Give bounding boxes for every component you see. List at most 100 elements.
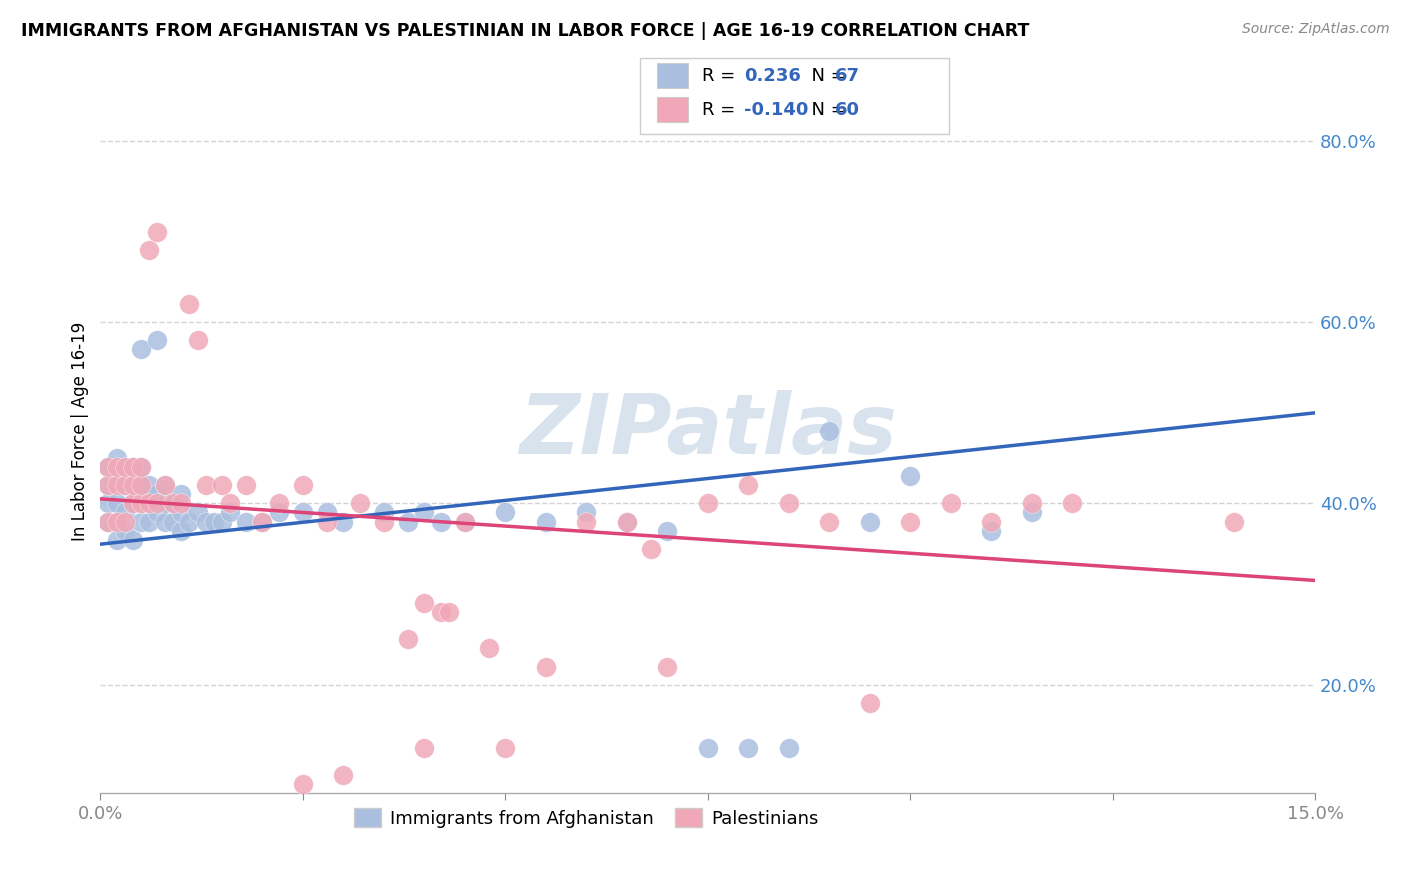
Point: [153, 478, 176, 492]
Point: [105, 515, 128, 529]
Text: 60: 60: [835, 101, 860, 119]
Point: [349, 496, 371, 510]
Point: [129, 460, 152, 475]
Point: [170, 487, 193, 501]
Point: [640, 541, 662, 556]
Point: [267, 496, 290, 510]
Point: [194, 478, 217, 492]
Point: [146, 487, 169, 501]
Point: [859, 696, 882, 710]
Point: [186, 334, 208, 348]
Text: R =: R =: [702, 67, 741, 85]
Point: [429, 515, 451, 529]
Point: [170, 506, 193, 520]
Point: [179, 297, 201, 311]
Point: [696, 496, 718, 510]
Point: [1021, 496, 1043, 510]
Point: [291, 478, 314, 492]
Point: [114, 460, 136, 475]
Point: [129, 478, 152, 492]
Text: N =: N =: [800, 67, 852, 85]
Point: [737, 478, 759, 492]
Text: Source: ZipAtlas.com: Source: ZipAtlas.com: [1241, 22, 1389, 37]
Point: [454, 515, 477, 529]
Point: [129, 515, 152, 529]
Point: [211, 478, 233, 492]
Point: [396, 515, 419, 529]
Point: [162, 496, 184, 510]
Point: [114, 478, 136, 492]
Point: [316, 506, 339, 520]
Point: [179, 515, 201, 529]
Point: [170, 524, 193, 538]
Point: [194, 515, 217, 529]
Point: [97, 478, 120, 492]
Point: [170, 496, 193, 510]
Point: [105, 451, 128, 466]
Point: [373, 515, 395, 529]
Point: [413, 506, 436, 520]
Point: [121, 533, 143, 547]
Point: [267, 506, 290, 520]
Point: [97, 460, 120, 475]
Point: [121, 478, 143, 492]
Point: [898, 515, 921, 529]
Point: [534, 515, 557, 529]
Point: [291, 506, 314, 520]
Point: [252, 515, 274, 529]
Point: [219, 506, 242, 520]
Point: [114, 515, 136, 529]
Point: [1223, 515, 1246, 529]
Point: [980, 515, 1002, 529]
Point: [129, 343, 152, 357]
Text: N =: N =: [800, 101, 852, 119]
Point: [818, 424, 841, 438]
Text: -0.140: -0.140: [744, 101, 808, 119]
Point: [114, 478, 136, 492]
Point: [478, 641, 501, 656]
Point: [980, 524, 1002, 538]
Point: [138, 496, 160, 510]
Point: [114, 460, 136, 475]
Point: [97, 515, 120, 529]
Point: [105, 496, 128, 510]
Point: [138, 496, 160, 510]
Point: [939, 496, 962, 510]
Point: [413, 741, 436, 756]
Point: [235, 515, 257, 529]
Text: ZIPatlas: ZIPatlas: [519, 391, 897, 472]
Point: [138, 478, 160, 492]
Point: [121, 496, 143, 510]
Point: [138, 243, 160, 257]
Point: [778, 496, 800, 510]
Point: [146, 496, 169, 510]
Point: [494, 741, 516, 756]
Point: [97, 478, 120, 492]
Point: [202, 515, 225, 529]
Point: [494, 506, 516, 520]
Point: [121, 478, 143, 492]
Point: [146, 334, 169, 348]
Point: [97, 515, 120, 529]
Point: [219, 496, 242, 510]
Point: [252, 515, 274, 529]
Point: [138, 515, 160, 529]
Point: [291, 777, 314, 791]
Point: [373, 506, 395, 520]
Point: [153, 478, 176, 492]
Point: [437, 605, 460, 619]
Point: [105, 460, 128, 475]
Y-axis label: In Labor Force | Age 16-19: In Labor Force | Age 16-19: [72, 321, 89, 541]
Point: [121, 460, 143, 475]
Point: [129, 496, 152, 510]
Point: [454, 515, 477, 529]
Point: [737, 741, 759, 756]
Text: 67: 67: [835, 67, 860, 85]
Point: [121, 460, 143, 475]
Point: [105, 478, 128, 492]
Point: [898, 469, 921, 483]
Point: [153, 496, 176, 510]
Point: [97, 496, 120, 510]
Point: [534, 659, 557, 673]
Text: R =: R =: [702, 101, 741, 119]
